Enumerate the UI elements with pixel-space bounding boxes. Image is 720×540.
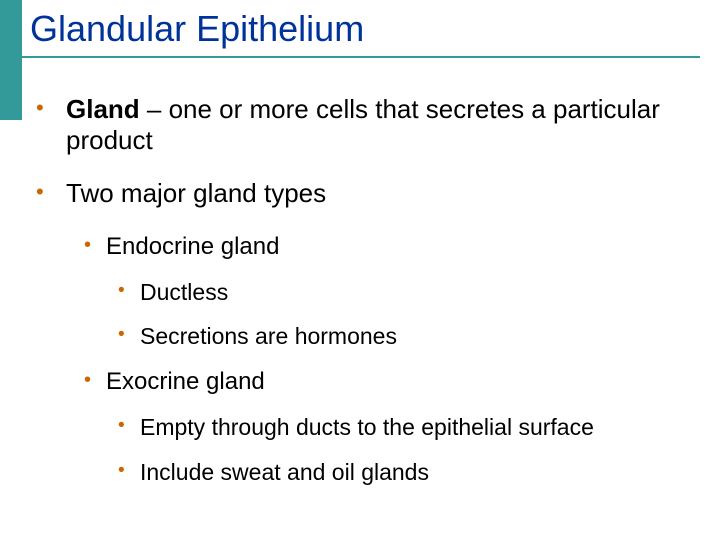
bullet-rest: – one or more cells that secretes a part…: [66, 94, 660, 155]
bullet-icon: •: [84, 232, 106, 262]
bullet-lvl3: • Ductless: [118, 278, 700, 307]
bullet-text: Secretions are hormones: [140, 322, 700, 351]
bullet-lvl3: • Include sweat and oil glands: [118, 458, 700, 487]
bullet-text: Ductless: [140, 278, 700, 307]
bullet-icon: •: [84, 367, 106, 397]
bullet-icon: •: [118, 458, 140, 487]
bullet-lvl3: • Empty through ducts to the epithelial …: [118, 413, 700, 442]
bullet-lvl1: • Two major gland types: [36, 178, 700, 209]
bullet-icon: •: [36, 178, 66, 209]
bullet-text: Include sweat and oil glands: [140, 458, 700, 487]
bullet-bold: Gland: [66, 94, 140, 124]
bullet-text: Gland – one or more cells that secretes …: [66, 94, 700, 156]
bullet-icon: •: [118, 413, 140, 442]
slide-content: • Gland – one or more cells that secrete…: [36, 94, 700, 503]
bullet-lvl3: • Secretions are hormones: [118, 322, 700, 351]
bullet-lvl2: • Endocrine gland: [84, 232, 700, 262]
title-block: Glandular Epithelium: [22, 8, 700, 58]
slide-title: Glandular Epithelium: [22, 8, 700, 54]
bullet-icon: •: [118, 278, 140, 307]
bullet-text: Exocrine gland: [106, 367, 700, 397]
bullet-lvl2: • Exocrine gland: [84, 367, 700, 397]
bullet-icon: •: [118, 322, 140, 351]
bullet-lvl1: • Gland – one or more cells that secrete…: [36, 94, 700, 156]
bullet-text: Empty through ducts to the epithelial su…: [140, 413, 700, 442]
title-underline: [22, 56, 700, 58]
bullet-icon: •: [36, 94, 66, 156]
accent-left-bar: [0, 0, 22, 120]
bullet-text: Two major gland types: [66, 178, 700, 209]
bullet-text: Endocrine gland: [106, 232, 700, 262]
bullet-rest: Two major gland types: [66, 178, 326, 208]
